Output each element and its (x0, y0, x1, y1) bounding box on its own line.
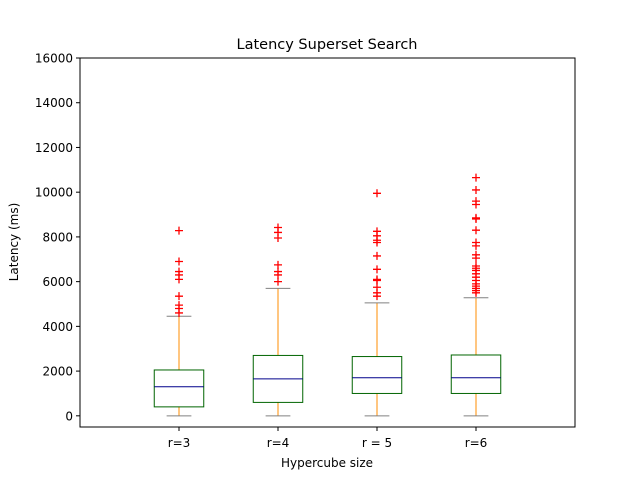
outlier-point (175, 292, 183, 301)
box-group (450, 173, 502, 417)
box-iqr (450, 354, 502, 394)
outlier-point (373, 275, 381, 284)
outlier-point (175, 267, 183, 276)
plot-area (153, 173, 502, 417)
axes-frame (79, 57, 576, 428)
outlier-point (373, 265, 381, 274)
y-tick-label: 6000 (42, 275, 73, 289)
y-axis-label: Latency (ms) (7, 203, 21, 282)
outlier-point (373, 189, 381, 198)
box-group (153, 226, 205, 417)
y-tick-label: 16000 (35, 52, 73, 66)
outlier-point (373, 283, 381, 292)
outlier-point (472, 250, 480, 259)
outlier-point (175, 226, 183, 235)
x-axis: r=3 r=4 r = 5 r=6 (168, 427, 488, 450)
outlier-point (472, 226, 480, 235)
y-tick-label: 0 (65, 409, 73, 423)
x-tick-label: r = 5 (362, 436, 392, 450)
box-iqr (153, 369, 205, 408)
y-tick-label: 14000 (35, 96, 73, 110)
y-axis: 0 2000 4000 6000 8000 10000 12000 14000 16000 (35, 52, 80, 423)
outlier-point (472, 261, 480, 270)
outlier-point (472, 238, 480, 247)
y-tick-label: 12000 (35, 141, 73, 155)
box-group (351, 189, 403, 417)
x-tick-label: r=3 (168, 436, 191, 450)
x-tick-label: r=4 (267, 436, 290, 450)
x-tick-label: r=6 (465, 436, 488, 450)
outlier-point (175, 257, 183, 266)
outlier-point (373, 251, 381, 260)
outlier-point (472, 197, 480, 206)
y-tick-label: 8000 (42, 230, 73, 244)
outlier-point (472, 173, 480, 182)
x-axis-label: Hypercube size (281, 456, 373, 470)
y-tick-label: 10000 (35, 186, 73, 200)
y-tick-label: 2000 (42, 365, 73, 379)
outlier-point (175, 301, 183, 310)
chart-title: Latency Superset Search (237, 37, 418, 53)
y-tick-label: 4000 (42, 320, 73, 334)
outlier-point (274, 267, 282, 276)
box-iqr (351, 356, 403, 394)
box-group (252, 223, 304, 417)
outlier-point (274, 260, 282, 269)
outlier-point (274, 277, 282, 286)
outlier-point (472, 213, 480, 222)
outlier-point (472, 185, 480, 194)
outlier-point (274, 223, 282, 232)
outlier-point (373, 227, 381, 236)
